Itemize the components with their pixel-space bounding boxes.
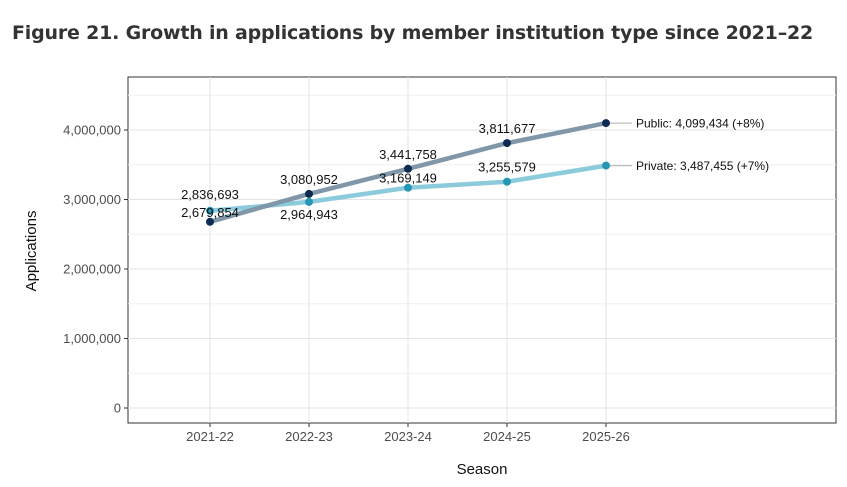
data-label-public: 2,679,854: [181, 205, 239, 220]
y-axis-title: Applications: [23, 211, 40, 292]
data-label-private: 3,169,149: [379, 171, 437, 186]
end-label-public: Public: 4,099,434 (+8%): [636, 117, 764, 131]
x-axis-title: Season: [457, 461, 508, 478]
data-points: [206, 119, 610, 226]
data-label-public: 3,080,952: [280, 172, 338, 187]
data-point-public: [305, 189, 313, 198]
data-label-public: 3,441,758: [379, 147, 437, 162]
data-point-private: [404, 183, 412, 192]
grid-major: [128, 77, 836, 423]
x-tick-label: 2024-25: [483, 429, 531, 444]
data-labels: 2,836,693 2,679,854 3,080,952 2,964,943 3,44…: [181, 121, 536, 222]
data-point-public: [503, 139, 511, 148]
end-label-connectors: [610, 122, 632, 167]
data-label-private: 2,836,693: [181, 187, 239, 202]
data-point-public: [206, 217, 214, 226]
figure-title: Figure 21. Growth in applications by mem…: [12, 22, 814, 44]
data-point-public: [404, 164, 412, 173]
x-axis-ticks: 2021-22 2022-23 2023-24 2024-25 2025-26: [186, 423, 630, 444]
data-label-private: 3,255,579: [478, 160, 536, 175]
y-tick-label: 4,000,000: [63, 123, 121, 138]
x-tick-label: 2023-24: [384, 429, 432, 444]
y-tick-label: 1,000,000: [63, 331, 121, 346]
data-label-public: 3,811,677: [479, 121, 536, 136]
grid-minor: [128, 94, 836, 374]
data-label-private: 2,964,943: [280, 207, 338, 222]
y-tick-label: 3,000,000: [63, 192, 121, 207]
data-point-private: [602, 161, 610, 170]
x-tick-label: 2022-23: [285, 429, 333, 444]
end-label-private: Private: 3,487,455 (+7%): [636, 159, 769, 173]
data-point-private: [503, 177, 511, 186]
plot-panel: [127, 76, 837, 424]
x-tick-label: 2021-22: [186, 429, 234, 444]
y-axis-ticks: 0 1,000,000 2,000,000 3,000,000 4,000,000: [63, 123, 128, 416]
data-point-public: [602, 119, 610, 128]
data-point-private: [206, 206, 214, 215]
y-tick-label: 0: [114, 401, 121, 416]
y-tick-label: 2,000,000: [63, 262, 121, 277]
data-point-private: [305, 197, 313, 206]
x-tick-label: 2025-26: [582, 429, 630, 444]
end-labels: Public: 4,099,434 (+8%) Private: 3,487,45…: [636, 117, 769, 174]
